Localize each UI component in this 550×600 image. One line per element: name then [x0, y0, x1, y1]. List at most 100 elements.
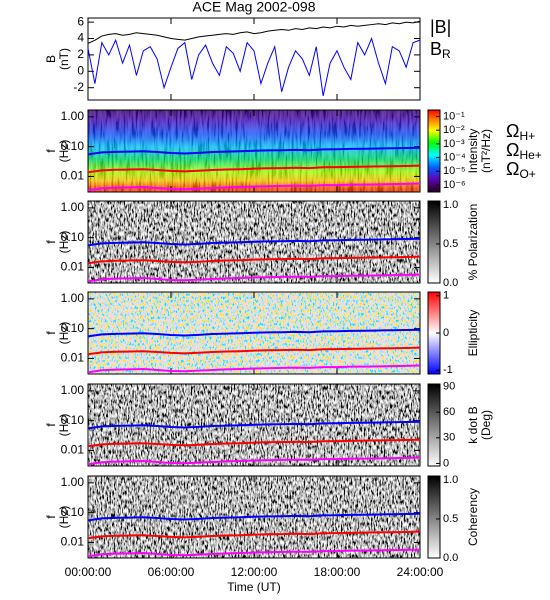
colorbar-tick-label: 0.5	[443, 513, 458, 525]
y-tick-label: 6	[77, 14, 84, 28]
y-axis-label: (Hz)	[57, 506, 71, 529]
y-tick-label: 1.00	[61, 475, 85, 489]
y-axis-label: f	[44, 515, 58, 519]
colorbar	[427, 109, 441, 193]
series-line	[87, 548, 421, 558]
colorbar-tick-label: 1	[443, 290, 449, 302]
x-tick-label: 06:00:00	[148, 565, 195, 579]
series-line	[87, 20, 421, 44]
colorbar-label: Coherency	[466, 488, 480, 546]
y-tick-label: 0.10	[61, 505, 85, 519]
legend-name: Ω	[506, 159, 519, 179]
y-tick-label: 4	[77, 31, 84, 45]
colorbar-tick-label: 10⁻³	[443, 138, 465, 150]
y-axis-label: B	[44, 55, 58, 63]
series-line	[87, 328, 421, 338]
y-tick-label: 0.10	[61, 139, 85, 153]
legend-entry: |B|	[430, 17, 451, 37]
x-tick-label: 12:00:00	[231, 565, 278, 579]
colorbar-tick-label: 1.0	[443, 474, 458, 486]
legend-subscript: He+	[519, 148, 541, 162]
y-tick-label: 0.10	[61, 413, 85, 427]
y-axis-label: (Hz)	[57, 231, 71, 254]
series-line	[87, 438, 421, 448]
colorbar-label: Intensity	[466, 129, 480, 174]
colorbar-tick-label: 10⁻⁶	[443, 179, 466, 191]
colorbar-tick-label: 0.5	[443, 238, 458, 250]
y-tick-label: 0.01	[61, 443, 85, 457]
colorbar-tick-label: 0.0	[443, 552, 458, 564]
legend-entry: ΩO+	[506, 159, 536, 181]
y-axis-label: f	[44, 423, 58, 427]
colorbar-tick-label: 10⁻¹	[443, 110, 465, 122]
series-line	[87, 512, 421, 522]
y-tick-label: 0.01	[61, 535, 85, 549]
legend-subscript: O+	[519, 167, 535, 181]
y-tick-label: 0.01	[61, 260, 85, 274]
x-tick-label: 24:00:00	[397, 565, 444, 579]
y-tick-label: 0.10	[61, 230, 85, 244]
plot-frame	[87, 17, 421, 101]
series-line	[87, 182, 421, 192]
y-tick-label: 1.00	[61, 291, 85, 305]
x-tick-label: 00:00:00	[65, 565, 112, 579]
y-axis-label: (Hz)	[57, 140, 71, 163]
legend-name: B	[430, 39, 442, 59]
y-tick-label: 0	[77, 63, 84, 77]
colorbar	[427, 383, 441, 467]
series-line	[87, 146, 421, 156]
colorbar-tick-label: 0	[443, 457, 449, 469]
series-line	[87, 36, 421, 97]
series-line	[87, 164, 421, 174]
colorbar-label: (nT²/Hz)	[479, 129, 493, 173]
legend-name: Ω	[506, 121, 519, 141]
series-line	[87, 456, 421, 466]
y-axis-label: (Hz)	[57, 414, 71, 437]
y-axis-label: f	[44, 149, 58, 153]
colorbar	[427, 475, 441, 559]
legend-name: Ω	[506, 140, 519, 160]
x-axis-label: Time (UT)	[227, 580, 281, 594]
legend-entry: ΩH+	[506, 121, 535, 143]
colorbar-tick-label: 10⁻⁴	[443, 151, 466, 163]
series-line	[87, 346, 421, 356]
colorbar-tick-label: 1.0	[443, 199, 458, 211]
colorbar	[427, 200, 441, 284]
series-line	[87, 420, 421, 430]
colorbar-tick-label: 0	[443, 327, 449, 339]
colorbar-tick-label: -1	[443, 364, 453, 376]
legend-subscript: H+	[519, 129, 535, 143]
y-tick-label: 0.01	[61, 351, 85, 365]
series-line	[87, 364, 421, 374]
colorbar-label: (Deg)	[479, 410, 493, 440]
colorbar-label: % Polarization	[466, 204, 480, 281]
y-tick-label: 0.01	[61, 169, 85, 183]
series-line	[87, 237, 421, 247]
x-tick-label: 18:00:00	[314, 565, 361, 579]
y-tick-label: 2	[77, 47, 84, 61]
series-line	[87, 273, 421, 283]
series-line	[87, 255, 421, 265]
colorbar-tick-label: 60	[443, 406, 455, 418]
y-axis-label: f	[44, 240, 58, 244]
legend-name: |B|	[430, 17, 451, 37]
colorbar-tick-label: 30	[443, 432, 455, 444]
y-axis-label: f	[44, 331, 58, 335]
legend-entry: BR	[430, 39, 451, 61]
legend-subscript: R	[442, 47, 451, 61]
y-tick-label: 1.00	[61, 109, 85, 123]
colorbar-tick-label: 10⁻⁵	[443, 165, 466, 177]
y-tick-label: 0.10	[61, 321, 85, 335]
y-tick-label: 1.00	[61, 383, 85, 397]
chart-title: ACE Mag 2002-098	[193, 0, 316, 15]
y-tick-label: 1.00	[61, 200, 85, 214]
colorbar-tick-label: 0.0	[443, 277, 458, 289]
colorbar-label: Ellipticity	[466, 310, 480, 357]
colorbar-label: k dot B	[466, 406, 480, 443]
colorbar-tick-label: 90	[443, 380, 455, 392]
y-axis-label: (Hz)	[57, 322, 71, 345]
series-line	[87, 530, 421, 540]
y-axis-label: (nT)	[57, 48, 71, 70]
y-tick-label: -2	[73, 80, 84, 94]
